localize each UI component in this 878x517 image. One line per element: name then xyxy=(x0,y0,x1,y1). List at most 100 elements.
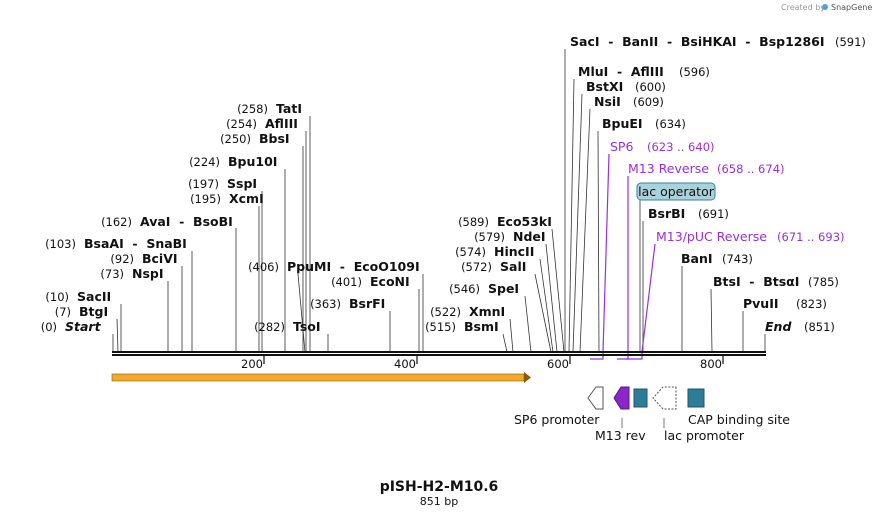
site-ppumi-ecoo109i[interactable]: (406) PpuMI - EcoO109I xyxy=(248,259,420,274)
svg-text:TsoI: TsoI xyxy=(293,319,321,334)
svg-text:(254): (254) xyxy=(226,117,257,131)
svg-text:BsrFI: BsrFI xyxy=(349,296,385,311)
cap-binding-site-feature[interactable] xyxy=(687,388,705,408)
svg-text:EcoNI: EcoNI xyxy=(370,274,410,289)
svg-text:(258): (258) xyxy=(237,102,268,116)
site-bsmi[interactable]: (515) BsmI xyxy=(425,319,499,334)
svg-text:BpuEI: BpuEI xyxy=(602,116,643,131)
tick-label-600: 600 xyxy=(547,357,569,371)
site-spei[interactable]: (546) SpeI xyxy=(449,281,519,296)
site-hincii[interactable]: (574) HincII xyxy=(455,244,534,259)
site-start[interactable]: (0) Start xyxy=(41,319,102,334)
sequence-backbone xyxy=(112,351,766,356)
svg-text:SalI: SalI xyxy=(500,259,526,274)
svg-text:AvaI - BsoBI: AvaI - BsoBI xyxy=(140,214,233,229)
site-eco53ki[interactable]: (589) Eco53kI xyxy=(458,214,552,229)
svg-text:SP6: SP6 xyxy=(610,139,633,154)
site-btsi-btsai[interactable]: BtsI - BtsαI (785) xyxy=(713,274,839,289)
svg-text:(658 .. 674): (658 .. 674) xyxy=(717,162,785,176)
svg-text:Eco53kI: Eco53kI xyxy=(497,214,552,229)
m13-rev-feature[interactable] xyxy=(613,386,630,410)
site-btgi[interactable]: (7) BtgI xyxy=(55,304,108,319)
snapgene-brand: SnapGene xyxy=(831,3,872,12)
primer-m13-reverse[interactable]: M13 Reverse (658 .. 674) xyxy=(628,161,785,176)
site-sacii[interactable]: (10) SacII xyxy=(45,289,111,304)
snapgene-logo-icon xyxy=(822,4,828,10)
svg-text:PpuMI - EcoO109I: PpuMI - EcoO109I xyxy=(287,259,420,274)
site-nsii[interactable]: NsiI (609) xyxy=(594,94,664,109)
site-bcivi[interactable]: (92) BciVI xyxy=(110,251,177,266)
svg-text:(522): (522) xyxy=(430,305,461,319)
site-tsoi[interactable]: (282) TsoI xyxy=(254,319,320,334)
site-leader-lines xyxy=(112,49,766,353)
site-bstxi[interactable]: BstXI (600) xyxy=(586,79,666,94)
site-xcmi[interactable]: (195) XcmI xyxy=(190,191,264,206)
svg-text:SacII: SacII xyxy=(77,289,111,304)
lac-operator-feature[interactable] xyxy=(633,388,648,408)
primer-sp6[interactable]: SP6 (623 .. 640) xyxy=(610,139,715,154)
svg-text:(596): (596) xyxy=(679,65,710,79)
svg-text:lac operator: lac operator xyxy=(638,184,715,199)
svg-text:(589): (589) xyxy=(458,215,489,229)
site-avai-bsobi[interactable]: (162) AvaI - BsoBI xyxy=(101,214,233,229)
svg-text:BsmI: BsmI xyxy=(464,319,499,334)
site-econi[interactable]: (401) EcoNI xyxy=(331,274,410,289)
site-nspi[interactable]: (73) NspI xyxy=(100,266,163,281)
svg-text:End: End xyxy=(765,319,792,334)
site-ndei[interactable]: (579) NdeI xyxy=(474,229,545,244)
svg-text:BtsI - BtsαI: BtsI - BtsαI xyxy=(713,274,799,289)
site-xmni[interactable]: (522) XmnI xyxy=(430,304,505,319)
site-tati[interactable]: (258) TatI xyxy=(237,101,302,116)
svg-text:BbsI: BbsI xyxy=(259,131,290,146)
lac-operator-tag[interactable]: lac operator xyxy=(636,182,716,201)
svg-text:(785): (785) xyxy=(808,275,839,289)
svg-text:(197): (197) xyxy=(188,177,219,191)
svg-text:(546): (546) xyxy=(449,282,480,296)
svg-text:(743): (743) xyxy=(722,252,753,266)
m13-rev-label: M13 rev xyxy=(595,428,646,443)
map-title: pISH-H2-M10.6 xyxy=(380,479,499,495)
site-saci-banii-bsihkai-bsp1286i[interactable]: SacI - BanII - BsiHKAI - Bsp1286I (591) xyxy=(570,34,866,49)
tick-label-200: 200 xyxy=(241,357,263,371)
orf-arrow[interactable] xyxy=(111,372,531,383)
site-bsrfi[interactable]: (363) BsrFI xyxy=(310,296,385,311)
svg-text:(224): (224) xyxy=(189,155,220,169)
lac-promoter-feature[interactable] xyxy=(652,386,677,410)
primer-m13-puc-reverse[interactable]: M13/pUC Reverse (671 .. 693) xyxy=(656,229,845,244)
site-bsaai-snabi[interactable]: (103) BsaAI - SnaBI xyxy=(45,236,187,251)
svg-text:(195): (195) xyxy=(190,192,221,206)
svg-text:(851): (851) xyxy=(804,320,835,334)
svg-text:(572): (572) xyxy=(461,260,492,274)
svg-text:(609): (609) xyxy=(633,95,664,109)
svg-text:(103): (103) xyxy=(45,237,76,251)
svg-text:BstXI: BstXI xyxy=(586,79,623,94)
svg-text:SpeI: SpeI xyxy=(488,281,519,296)
svg-text:(600): (600) xyxy=(635,80,666,94)
site-afliii[interactable]: (254) AflIII xyxy=(226,116,298,131)
site-mlui-afliii[interactable]: MluI - AflIII (596) xyxy=(578,64,710,79)
site-bpuei[interactable]: BpuEI (634) xyxy=(602,116,686,131)
svg-text:XcmI: XcmI xyxy=(229,191,264,206)
site-bbsi[interactable]: (250) BbsI xyxy=(220,131,290,146)
svg-text:BsrBI: BsrBI xyxy=(648,206,685,221)
site-bpu10i[interactable]: (224) Bpu10I xyxy=(189,154,277,169)
map-length: 851 bp xyxy=(420,495,458,508)
svg-text:(574): (574) xyxy=(455,245,486,259)
svg-text:AflIII: AflIII xyxy=(265,116,298,131)
site-sspi[interactable]: (197) SspI xyxy=(188,176,257,191)
svg-text:Start: Start xyxy=(65,319,102,334)
svg-text:Bpu10I: Bpu10I xyxy=(228,154,277,169)
site-sali[interactable]: (572) SalI xyxy=(461,259,526,274)
svg-text:(406): (406) xyxy=(248,260,279,274)
svg-text:(691): (691) xyxy=(698,207,729,221)
site-end[interactable]: End (851) xyxy=(765,319,835,334)
svg-text:M13 Reverse: M13 Reverse xyxy=(628,161,709,176)
site-bani[interactable]: BanI (743) xyxy=(681,251,753,266)
svg-text:(92): (92) xyxy=(110,252,134,266)
svg-text:(0): (0) xyxy=(41,320,57,334)
svg-text:(162): (162) xyxy=(101,215,132,229)
site-bsrbi[interactable]: BsrBI (691) xyxy=(648,206,729,221)
site-pvuii[interactable]: PvuII (823) xyxy=(743,296,827,311)
svg-text:M13/pUC Reverse: M13/pUC Reverse xyxy=(656,229,767,244)
sp6-promoter-feature[interactable] xyxy=(587,386,604,410)
